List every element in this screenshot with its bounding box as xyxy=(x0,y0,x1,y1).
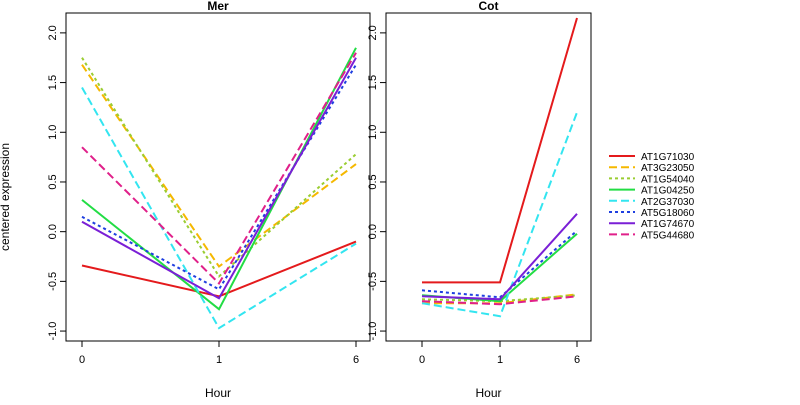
legend-item: AT1G54040 xyxy=(609,174,695,185)
series-line-at5g18060 xyxy=(421,229,578,299)
series-group xyxy=(81,47,357,330)
legend-label: AT3G23050 xyxy=(641,163,695,174)
x-axis-label: Hour xyxy=(205,386,231,400)
series-line-at3g23050 xyxy=(81,64,357,268)
legend-item: AT1G71030 xyxy=(609,152,695,163)
legend-label: AT1G54040 xyxy=(641,174,695,185)
series-line-at5g44680 xyxy=(81,52,357,286)
x-tick-label: 6 xyxy=(353,354,359,366)
series-line-at2g37030 xyxy=(421,112,578,318)
series-group xyxy=(421,17,578,318)
legend-item: AT5G18060 xyxy=(609,208,695,219)
panel-mer: Mer -1.0 -0.5 0.0 0.5 1.0 1.5 2.0 0 1 6 Hour xyxy=(47,0,371,400)
y-axis-label: centered expression xyxy=(0,143,12,251)
x-tick-label: 6 xyxy=(574,354,580,366)
y-tick-label: -1.0 xyxy=(47,322,59,341)
series-line-at1g71030 xyxy=(422,17,578,284)
legend-item: AT1G04250 xyxy=(609,186,695,197)
legend: AT1G71030AT3G23050AT1G54040AT1G04250AT2G… xyxy=(609,152,695,241)
legend-label: AT1G74670 xyxy=(641,219,695,230)
series-line-at1g04250 xyxy=(421,232,578,303)
x-tick-label: 0 xyxy=(79,354,85,366)
y-tick-label: -0.5 xyxy=(47,272,59,291)
legend-label: AT1G71030 xyxy=(641,152,695,163)
y-tick-label: 2.0 xyxy=(47,25,59,40)
series-line-at1g04250 xyxy=(81,47,357,311)
y-tick-label: 0.5 xyxy=(47,174,59,189)
x-axis-label: Hour xyxy=(475,386,501,400)
legend-label: AT1G04250 xyxy=(641,186,695,197)
y-tick-label: -0.5 xyxy=(367,272,379,291)
y-tick-label: 0.0 xyxy=(47,224,59,239)
x-tick-label: 1 xyxy=(216,354,222,366)
series-line-at5g18060 xyxy=(81,64,357,291)
legend-label: AT5G44680 xyxy=(641,230,695,241)
panel-title: Cot xyxy=(479,0,499,13)
plot-frame xyxy=(65,12,371,342)
legend-item: AT3G23050 xyxy=(609,163,695,174)
y-tick-label: 1.5 xyxy=(367,75,379,90)
legend-label: AT2G37030 xyxy=(641,197,695,208)
legend-item: AT1G74670 xyxy=(609,219,695,230)
panel-title: Mer xyxy=(207,0,229,13)
legend-item: AT2G37030 xyxy=(609,197,695,208)
series-line-at1g74670 xyxy=(421,213,578,301)
y-tick-label: 0.0 xyxy=(367,224,379,239)
y-tick-label: 1.5 xyxy=(47,75,59,90)
series-line-at1g54040 xyxy=(81,57,357,278)
y-tick-label: -1.0 xyxy=(367,322,379,341)
legend-label: AT5G18060 xyxy=(641,208,695,219)
y-tick-label: 0.5 xyxy=(367,174,379,189)
legend-item: AT5G44680 xyxy=(609,230,695,241)
x-tick-label: 1 xyxy=(497,354,503,366)
series-line-at5g44680 xyxy=(421,295,578,306)
series-line-at2g37030 xyxy=(81,87,357,330)
series-line-at1g74670 xyxy=(81,57,357,300)
x-tick-label: 0 xyxy=(419,354,425,366)
panel-cot: Cot -1.0 -0.5 0.0 0.5 1.0 1.5 2.0 0 1 6 Hour xyxy=(367,0,592,400)
y-tick-label: 2.0 xyxy=(367,25,379,40)
y-tick-label: 1.0 xyxy=(367,125,379,140)
plot-frame xyxy=(385,12,592,342)
y-tick-label: 1.0 xyxy=(47,125,59,140)
